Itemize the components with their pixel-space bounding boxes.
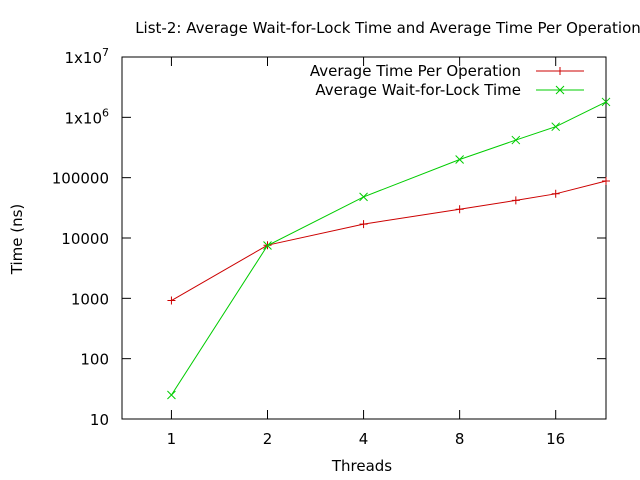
- x-tick-label: 1: [167, 430, 177, 448]
- series-line: [171, 180, 607, 301]
- x-tick-label: 16: [546, 430, 565, 448]
- x-tick-label: 8: [455, 430, 465, 448]
- y-tick-label-base: 100000: [52, 170, 109, 188]
- data-point: [556, 67, 564, 75]
- data-point: [551, 122, 561, 132]
- y-tick-label-exponent: 7: [102, 46, 109, 59]
- data-point: [511, 135, 521, 145]
- y-tick-label: 100000: [52, 170, 109, 188]
- y-tick-label: 1x106: [64, 106, 109, 127]
- data-point: [455, 205, 464, 214]
- y-tick-label-base: 1x10: [64, 49, 102, 67]
- y-tick-label: 1000: [71, 290, 109, 308]
- x-tick-label: 2: [263, 430, 273, 448]
- plot-border: [121, 56, 607, 420]
- chart-title: List-2: Average Wait-for-Lock Time and A…: [135, 19, 640, 37]
- y-tick-label-exponent: 6: [102, 106, 109, 119]
- y-tick-label-base: 10: [90, 411, 109, 429]
- series-layer: [167, 97, 611, 400]
- data-point: [551, 189, 560, 198]
- legend-label: Average Wait-for-Lock Time: [315, 81, 521, 99]
- y-axis-label: Time (ns): [8, 204, 26, 276]
- data-point: [167, 390, 176, 400]
- x-axis: 1 2 4 8 16: [167, 57, 565, 448]
- data-point: [555, 85, 565, 95]
- data-point: [511, 196, 520, 205]
- y-tick-label: 100: [80, 351, 109, 369]
- data-point: [601, 97, 611, 107]
- y-tick-label-base: 100: [80, 351, 109, 369]
- series-line: [171, 101, 607, 396]
- y-tick-label-base: 1000: [71, 290, 109, 308]
- data-point: [359, 192, 368, 202]
- data-point: [167, 296, 176, 305]
- y-tick-label: 10: [90, 411, 109, 429]
- x-axis-label: Threads: [331, 457, 392, 475]
- data-point: [359, 220, 368, 229]
- y-tick-label: 1x107: [64, 46, 109, 67]
- legend-label: Average Time Per Operation: [310, 62, 521, 80]
- data-point: [602, 177, 610, 186]
- y-tick-label-base: 1x10: [64, 109, 102, 127]
- plot-frame: [121, 56, 607, 420]
- series-1: [167, 177, 610, 305]
- data-point: [263, 241, 272, 250]
- x-tick-label: 4: [359, 430, 369, 448]
- series-2: [167, 97, 611, 400]
- y-tick-label: 10000: [61, 230, 109, 248]
- y-tick-label-base: 10000: [61, 230, 109, 248]
- data-point: [455, 155, 464, 164]
